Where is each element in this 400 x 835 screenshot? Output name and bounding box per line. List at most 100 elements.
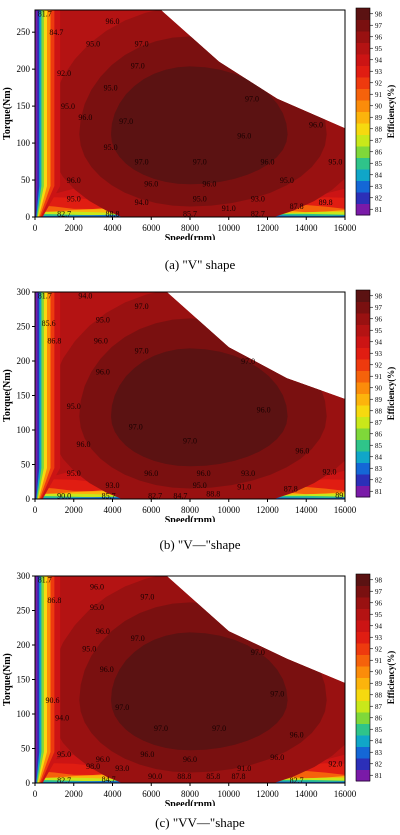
x-tick-label: 10000 [218, 789, 241, 799]
x-tick-label: 10000 [218, 505, 241, 515]
colorbar-segment [356, 169, 370, 181]
contour-label: 88.8 [177, 772, 191, 781]
contour-label: 95.0 [104, 143, 118, 152]
colorbar-segment [356, 666, 370, 678]
colorbar-tick-label: 98 [375, 10, 383, 18]
colorbar-tick-label: 96 [375, 315, 383, 323]
y-tick-label: 0 [26, 212, 31, 222]
x-tick-label: 8000 [181, 789, 200, 799]
colorbar-tick-label: 95 [375, 45, 383, 53]
colorbar-label: Efficiency(%) [386, 651, 396, 704]
colorbar-tick-label: 87 [375, 419, 383, 427]
contour-label: 98.0 [86, 762, 100, 771]
colorbar-segment [356, 700, 370, 713]
contour-label: 90.6 [45, 696, 59, 705]
y-tick-label: 50 [21, 460, 31, 470]
y-axis-label: Torque(Nm) [2, 653, 13, 706]
x-axis-label: Speed(rpm) [165, 233, 216, 240]
y-tick-label: 250 [17, 322, 31, 332]
contour-label: 96.0 [144, 180, 158, 189]
contour-label: 96.0 [183, 755, 197, 764]
colorbar-label: Efficiency(%) [386, 85, 396, 138]
colorbar-segment [356, 758, 370, 770]
y-tick-label: 150 [17, 101, 31, 111]
contour-label: 84.7 [49, 28, 63, 37]
colorbar-segment [356, 336, 370, 348]
colorbar-tick-label: 85 [375, 160, 383, 168]
contour-label: 95.0 [61, 102, 75, 111]
chart-panel-a: 0 2000 4000 6000 8000 10000 12000 14000 16000 0 50… [0, 0, 400, 240]
contour-label: 92.0 [57, 69, 71, 78]
contour-label: 90.0 [148, 772, 162, 781]
colorbar-tick-label: 89 [375, 396, 383, 404]
contour-label: 93.0 [251, 195, 265, 204]
caption-a: (a) "V" shape [164, 257, 236, 272]
colorbar-segment [356, 359, 370, 371]
x-tick-label: 6000 [142, 223, 161, 233]
contour-label: 97.0 [135, 39, 149, 48]
contour-label: 91.0 [237, 483, 251, 492]
contour-label: 96.0 [202, 180, 216, 189]
contour-label: 91.0 [237, 764, 251, 773]
colorbar-segment [356, 769, 370, 782]
contour-label: 95.0 [104, 84, 118, 93]
colorbar-segment [356, 146, 370, 158]
colorbar-tick-label: 93 [375, 350, 383, 358]
colorbar-segment [356, 192, 370, 204]
contour-label: 96.0 [257, 405, 271, 414]
contour-label: 97.0 [193, 158, 207, 167]
contour-label: 85.6 [42, 319, 56, 328]
colorbar-segment [356, 723, 370, 736]
contour-label: 88.8 [106, 209, 120, 218]
colorbar-tick-label: 96 [375, 599, 383, 607]
low-speed-band [35, 292, 38, 499]
x-tick-label: 8000 [181, 505, 200, 515]
contour-label: 95.0 [57, 750, 71, 759]
contour-label: 91.0 [222, 204, 236, 213]
contour-label: 97.0 [183, 436, 197, 445]
colorbar-frame [355, 7, 371, 216]
x-tick-label: 0 [33, 505, 38, 515]
x-tick-label: 12000 [256, 223, 279, 233]
colorbar-segment [356, 620, 370, 632]
contour-label: 97.0 [115, 703, 129, 712]
contour-label: 97.0 [131, 61, 145, 70]
colorbar-tick-label: 97 [375, 588, 383, 596]
colorbar-segment [356, 65, 370, 78]
y-tick-label: 250 [17, 606, 31, 616]
contour-label: 96.0 [140, 750, 154, 759]
colorbar-tick-label: 93 [375, 634, 383, 642]
colorbar-tick-label: 83 [375, 183, 383, 191]
colorbar-tick-label: 82 [375, 760, 383, 768]
colorbar-segment [356, 474, 370, 486]
colorbar-segment [356, 157, 370, 170]
colorbar-tick-label: 97 [375, 304, 383, 312]
colorbar-segment [356, 689, 370, 701]
y-tick-label: 0 [26, 778, 31, 788]
contour-label: 95.0 [90, 603, 104, 612]
efficiency-map-a: 0 2000 4000 6000 8000 10000 12000 14000 16000 0 50… [2, 7, 396, 240]
colorbar-tick-label: 83 [375, 749, 383, 757]
contour-label: 96.0 [67, 176, 81, 185]
contour-label: 97.0 [119, 117, 133, 126]
colorbar-segment [356, 428, 370, 440]
contour-label: 81.7 [38, 10, 52, 19]
y-tick-label: 200 [17, 356, 31, 366]
colorbar-tick-label: 87 [375, 703, 383, 711]
colorbar-segment [356, 485, 370, 498]
colorbar-tick-label: 89 [375, 114, 383, 122]
contour-label: 84.7 [102, 775, 116, 784]
contour-label: 95.0 [82, 644, 96, 653]
x-axis-label: Speed(rpm) [165, 515, 216, 522]
efficiency-map-b: 0 2000 4000 6000 8000 10000 12000 14000 16000 0 50… [2, 287, 396, 522]
colorbar-segment [356, 88, 370, 101]
low-speed-band [35, 576, 38, 783]
colorbar-segment [356, 631, 370, 644]
x-tick-label: 16000 [334, 223, 357, 233]
x-tick-label: 12000 [256, 505, 279, 515]
contour-label: 96.0 [144, 469, 158, 478]
contour-label: 97.0 [135, 302, 149, 311]
x-tick-label: 4000 [104, 505, 123, 515]
colorbar-tick-label: 96 [375, 33, 383, 41]
colorbar-tick-label: 94 [375, 622, 383, 630]
